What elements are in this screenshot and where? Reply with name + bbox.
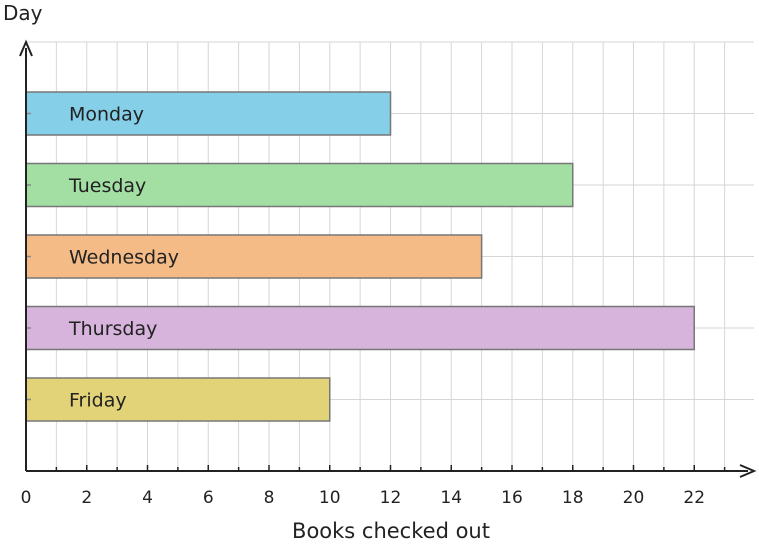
x-tick-label: 12 (380, 488, 402, 508)
bar (25, 234, 483, 279)
x-tick-label: 2 (81, 488, 92, 508)
bar (25, 305, 695, 351)
bar-label: Thursday (68, 318, 157, 340)
x-tick-label: 6 (203, 488, 214, 508)
bar-label: Friday (69, 390, 127, 412)
bar (25, 162, 574, 208)
x-axis-arrow (739, 464, 757, 478)
x-ticks: 0 2 4 6 8 10 12 14 16 18 20 22 (21, 465, 726, 508)
x-tick-label: 18 (562, 488, 584, 508)
x-tick-label: 14 (440, 488, 462, 508)
x-tick-label: 20 (623, 488, 645, 508)
bar-label: Wednesday (69, 247, 179, 269)
x-tick-label: 4 (142, 488, 153, 508)
axes (19, 39, 757, 478)
bar (25, 91, 392, 136)
bar-label: Monday (69, 104, 144, 126)
y-axis-title: Day (3, 1, 43, 25)
x-tick-label: 10 (319, 488, 341, 508)
x-axis-title: Books checked out (292, 519, 490, 543)
x-tick-label: 8 (264, 488, 275, 508)
bars: Monday Tuesday Wednesday Thursday Friday (25, 91, 695, 422)
x-tick-label: 0 (21, 488, 32, 508)
bar-label: Tuesday (68, 175, 146, 197)
x-tick-label: 22 (683, 488, 705, 508)
y-axis-arrow (19, 39, 33, 57)
x-tick-label: 16 (501, 488, 523, 508)
